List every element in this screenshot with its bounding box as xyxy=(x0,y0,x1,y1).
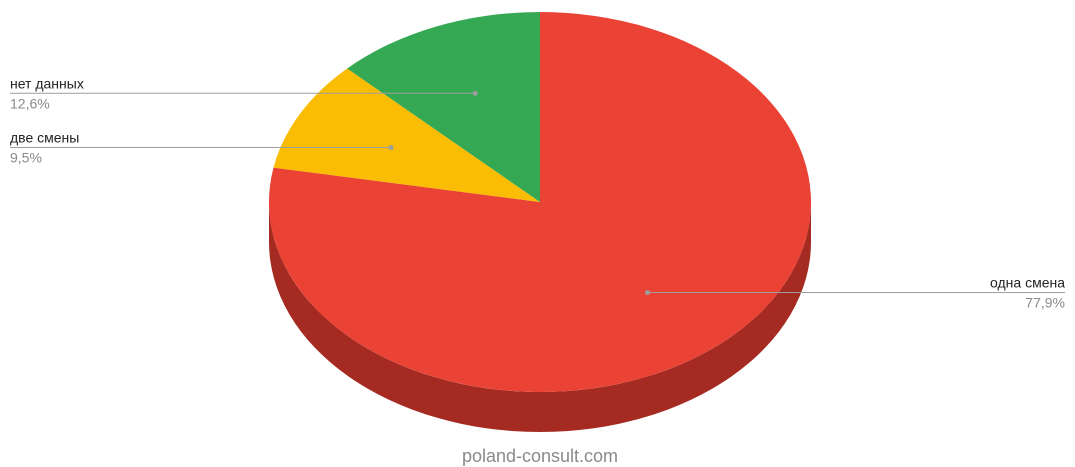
label-нет-данных: нет данных 12,6% xyxy=(10,75,478,111)
pie-slice-одна-смена xyxy=(269,12,812,392)
slice-name: нет данных xyxy=(10,75,84,91)
slice-value: 77,9% xyxy=(1025,295,1065,311)
slice-labels: одна смена 77,9% две смены 9,5% нет данных 12… xyxy=(10,75,1065,311)
pie-slice-две-смены xyxy=(273,68,540,202)
slice-value: 12,6% xyxy=(10,95,50,111)
slice-value: 9,5% xyxy=(10,150,42,166)
source-credit: poland-consult.com xyxy=(462,446,618,466)
pie-side-одна-смена xyxy=(269,202,811,432)
slice-name: одна смена xyxy=(990,275,1065,291)
pie-depth xyxy=(269,202,811,432)
label-две-смены: две смены 9,5% xyxy=(10,130,394,166)
label-одна-смена: одна смена 77,9% xyxy=(645,275,1065,311)
pie-slices xyxy=(269,12,812,392)
slice-name: две смены xyxy=(10,130,79,146)
pie-slice-нет-данных xyxy=(347,12,540,202)
